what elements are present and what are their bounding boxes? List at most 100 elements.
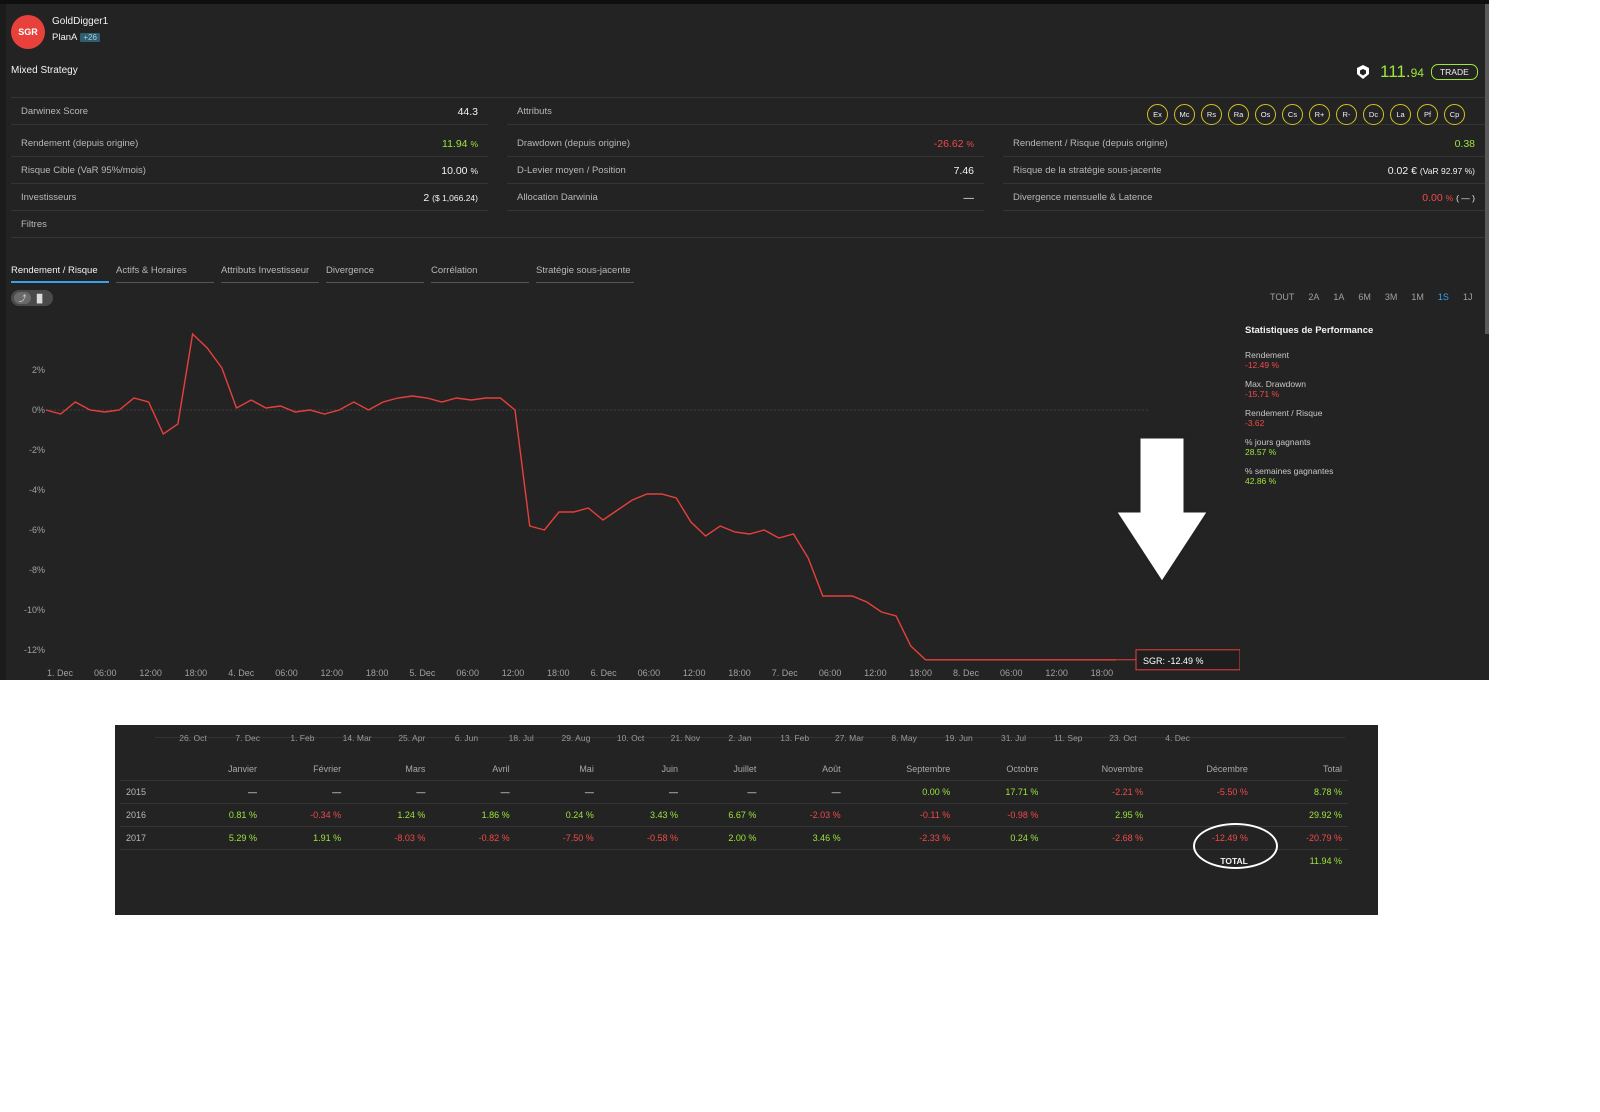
chart-view-toggle[interactable]: ⤴ ▐▌ xyxy=(11,290,53,306)
score-label: Darwinex Score xyxy=(21,106,89,117)
performance-label: Rendement / Risque xyxy=(1245,408,1323,418)
timeline-label: 14. Mar xyxy=(342,733,372,743)
attribute-badge-la[interactable]: La xyxy=(1390,104,1411,125)
x-tick-label: 18:00 xyxy=(185,668,208,678)
year-cell: 2015 xyxy=(120,780,183,804)
bar-chart-icon[interactable]: ▐▌ xyxy=(33,293,46,303)
x-tick-label: 12:00 xyxy=(1045,668,1068,678)
attributes-label: Attributs xyxy=(517,106,552,117)
return-value: 11.94 % xyxy=(442,138,478,150)
avatar[interactable]: SGR xyxy=(11,15,45,49)
tab-1[interactable]: Actifs & Horaires xyxy=(116,265,214,283)
x-tick-label: 4. Dec xyxy=(228,668,255,678)
attribute-badge-rminus[interactable]: R- xyxy=(1336,104,1357,125)
attribute-badge-mc[interactable]: Mc xyxy=(1174,104,1195,125)
empty-cell xyxy=(431,850,515,873)
column-header: Novembre xyxy=(1044,760,1150,781)
line-chart-icon[interactable]: ⤴ xyxy=(14,292,31,304)
trade-button[interactable]: TRADE xyxy=(1430,64,1478,80)
tab-0[interactable]: Rendement / Risque xyxy=(11,265,109,283)
x-tick-label: 06:00 xyxy=(94,668,117,678)
attribute-badge-rs[interactable]: Rs xyxy=(1201,104,1222,125)
attribute-badge-pf[interactable]: Pf xyxy=(1417,104,1438,125)
tab-4[interactable]: Corrélation xyxy=(431,265,529,283)
column-header: Octobre xyxy=(956,760,1045,781)
side-strip xyxy=(0,4,6,680)
risk-number: 10.00 xyxy=(441,164,468,177)
username[interactable]: GoldDigger1 xyxy=(52,16,109,27)
shield-icon xyxy=(1357,65,1369,79)
value-cell: 3.46 % xyxy=(762,826,847,850)
underlying-label: Risque de la stratégie sous-jacente xyxy=(1013,165,1162,176)
table-row: 2016 0.81 % -0.34 % 1.24 % 1.86 % 0.24 % 3.43 … xyxy=(120,803,1348,827)
range-tout[interactable]: TOUT xyxy=(1270,292,1295,302)
range-2a[interactable]: 2A xyxy=(1308,292,1320,302)
tab-5[interactable]: Stratégie sous-jacente xyxy=(536,265,634,283)
rr-label: Rendement / Risque (depuis origine) xyxy=(1013,138,1168,149)
range-1j[interactable]: 1J xyxy=(1462,292,1473,302)
stat-leverage: D-Levier moyen / Position 7.46 xyxy=(507,158,984,184)
score-value: 44.3 xyxy=(457,105,478,118)
value-cell: -2.33 % xyxy=(846,826,957,850)
underlying-value: 0.02 € (VaR 92.97 %) xyxy=(1388,165,1475,177)
attribute-badge-os[interactable]: Os xyxy=(1255,104,1276,125)
x-tick-label: 06:00 xyxy=(275,668,298,678)
stat-investors: Investisseurs 2 ($ 1,066.24) xyxy=(11,185,488,211)
attribute-badge-cp[interactable]: Cp xyxy=(1444,104,1465,125)
attribute-badge-cs[interactable]: Cs xyxy=(1282,104,1303,125)
x-tick-label: 7. Dec xyxy=(772,668,799,678)
highlight-ellipse xyxy=(1193,823,1278,869)
drawdown-number: -26.62 xyxy=(933,137,964,150)
empty-cell xyxy=(762,850,846,873)
empty-cell xyxy=(183,850,263,873)
attribute-badge-dc[interactable]: Dc xyxy=(1363,104,1384,125)
performance-item: % semaines gagnantes 42.86 % xyxy=(1245,466,1485,486)
column-header: Juillet xyxy=(684,760,763,781)
risk-unit: % xyxy=(470,165,478,176)
performance-value: 28.57 % xyxy=(1245,447,1277,457)
value-cell: -0.58 % xyxy=(599,826,685,850)
value-cell: -7.50 % xyxy=(515,826,600,850)
return-chart: 2% 0% -2% -4% -6% -8% -10% -12% 1. Dec 06:00 12:00… xyxy=(24,332,1240,678)
value-cell: 0.24 % xyxy=(515,803,600,827)
investors-extra: ($ 1,066.24) xyxy=(432,192,478,203)
leverage-label: D-Levier moyen / Position xyxy=(517,165,626,176)
value-cell: — xyxy=(262,780,348,804)
value-cell: 1.86 % xyxy=(431,803,516,827)
value-cell: 5.29 % xyxy=(182,826,263,850)
column-header: Avril xyxy=(431,760,516,781)
attribute-badge-ex[interactable]: Ex xyxy=(1147,104,1168,125)
value-cell: — xyxy=(182,780,263,804)
value-cell: -2.21 % xyxy=(1044,780,1150,804)
timeline-label: 8. May xyxy=(891,733,917,743)
range-1m[interactable]: 1M xyxy=(1411,292,1424,302)
value-cell: 0.00 % xyxy=(846,780,957,804)
scrollbar[interactable] xyxy=(1485,4,1489,334)
total-value: 11.94 % xyxy=(1309,856,1342,867)
range-3m[interactable]: 3M xyxy=(1384,292,1398,302)
quote: 111.94 TRADE xyxy=(1355,62,1478,82)
darwin-panel: SGR GoldDigger1 PlanA +26 Mixed Strategy … xyxy=(0,0,1489,680)
value-cell: -5.50 % xyxy=(1149,780,1254,804)
performance-list: Rendement -12.49 % Max. Drawdown -15.71 % Re… xyxy=(1245,350,1485,486)
attribute-badge-rplus[interactable]: R+ xyxy=(1309,104,1330,125)
range-6m[interactable]: 6M xyxy=(1358,292,1371,302)
range-1a[interactable]: 1A xyxy=(1333,292,1345,302)
investors-number: 2 xyxy=(423,191,430,204)
allocation-label: Allocation Darwinia xyxy=(517,192,598,203)
empty-cell xyxy=(516,850,600,873)
value-cell: 3.43 % xyxy=(599,803,685,827)
tab-3[interactable]: Divergence xyxy=(326,265,424,283)
filters-row[interactable]: Filtres xyxy=(11,212,1485,238)
filters-label[interactable]: Filtres xyxy=(21,219,47,230)
range-1s[interactable]: 1S xyxy=(1437,292,1449,302)
x-tick-label: 8. Dec xyxy=(953,668,980,678)
tab-2[interactable]: Attributs Investisseur xyxy=(221,265,319,283)
x-tick-label: 6. Dec xyxy=(591,668,618,678)
attribute-badge-ra[interactable]: Ra xyxy=(1228,104,1249,125)
column-header: Mars xyxy=(347,760,432,781)
empty-cell xyxy=(347,850,431,873)
divergence-value: 0.00 % ( — ) xyxy=(1422,192,1475,204)
x-tick-label: 12:00 xyxy=(139,668,162,678)
column-header: Total xyxy=(1253,760,1348,781)
